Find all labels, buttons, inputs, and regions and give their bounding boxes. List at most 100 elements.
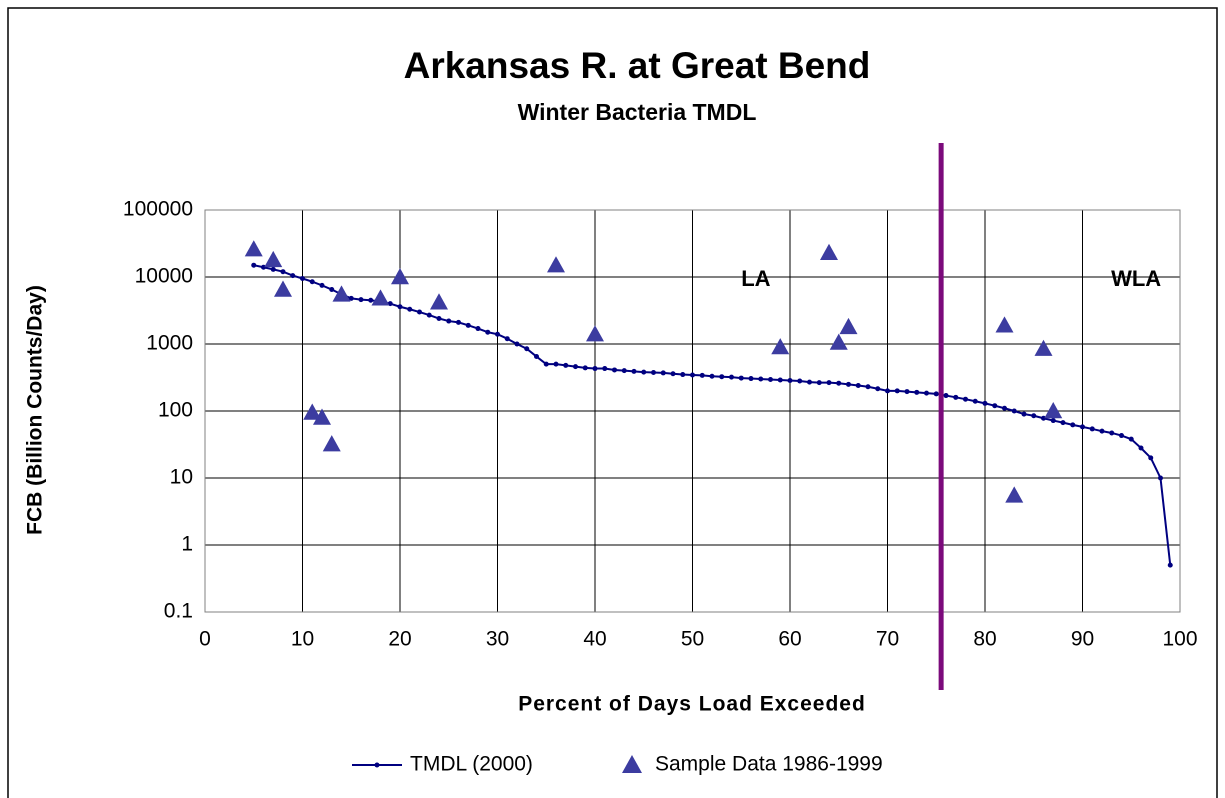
y-tick-label: 100 bbox=[158, 399, 193, 422]
sample-point bbox=[430, 293, 448, 310]
tmdl-point bbox=[534, 354, 539, 360]
tmdl-point bbox=[1148, 455, 1154, 461]
legend-label: Sample Data 1986-1999 bbox=[655, 753, 883, 776]
tmdl-point bbox=[251, 262, 257, 268]
tmdl-point bbox=[660, 370, 666, 376]
tmdl-point bbox=[1002, 405, 1007, 411]
plot-border bbox=[204, 209, 1181, 613]
tmdl-point bbox=[348, 295, 354, 301]
tmdl-point bbox=[309, 279, 315, 285]
sample-point bbox=[332, 285, 351, 302]
sample-point bbox=[264, 250, 283, 268]
tmdl-point bbox=[524, 346, 530, 352]
tmdl-point bbox=[836, 380, 842, 386]
tmdl-point bbox=[768, 377, 773, 383]
chart-title: Arkansas R. at Great Bend bbox=[404, 45, 871, 86]
sample-point bbox=[1034, 339, 1053, 356]
tmdl-point bbox=[953, 394, 959, 400]
x-tick-label: 10 bbox=[291, 628, 314, 651]
tmdl-point bbox=[1060, 420, 1066, 426]
tmdl-point bbox=[719, 374, 725, 380]
sample-point bbox=[771, 338, 790, 355]
y-tick-label: 1 bbox=[181, 533, 193, 556]
sample-point bbox=[1005, 486, 1024, 503]
tmdl-point bbox=[1158, 475, 1163, 481]
sample-point bbox=[839, 317, 858, 335]
sample-point bbox=[829, 333, 848, 350]
sample-point bbox=[274, 280, 292, 297]
tmdl-point bbox=[621, 368, 627, 374]
tmdl-point bbox=[612, 367, 617, 373]
tmdl-point bbox=[777, 377, 783, 383]
tmdl-point bbox=[1119, 433, 1124, 439]
x-tick-label: 70 bbox=[876, 628, 899, 651]
tmdl-point bbox=[1099, 428, 1105, 434]
tmdl-point bbox=[885, 388, 890, 394]
sample-point bbox=[586, 325, 604, 342]
tmdl-point bbox=[914, 389, 920, 395]
sample-point bbox=[313, 408, 331, 425]
tmdl-point bbox=[758, 376, 764, 382]
tmdl-point bbox=[270, 266, 276, 272]
x-tick-label: 100 bbox=[1162, 628, 1197, 651]
tmdl-point bbox=[1089, 426, 1095, 432]
tmdl-point bbox=[407, 306, 413, 312]
x-axis-label: Percent of Days Load Exceeded bbox=[518, 693, 866, 716]
tmdl-point bbox=[1167, 562, 1173, 568]
tmdl-point bbox=[485, 329, 491, 335]
tmdl-point bbox=[543, 361, 549, 367]
tmdl-point bbox=[680, 372, 686, 378]
sample-point bbox=[820, 243, 838, 260]
tmdl-point bbox=[1031, 413, 1037, 419]
annotation: LA bbox=[741, 266, 770, 291]
tmdl-point bbox=[1021, 411, 1027, 417]
sample-point bbox=[322, 435, 341, 452]
y-tick-label: 10000 bbox=[135, 265, 193, 288]
tmdl-point bbox=[972, 398, 978, 404]
tmdl-point bbox=[651, 370, 656, 376]
tmdl-point bbox=[300, 275, 305, 281]
tmdl-point bbox=[553, 361, 559, 367]
tmdl-point bbox=[602, 366, 608, 372]
y-tick-label: 1000 bbox=[146, 332, 193, 355]
x-tick-label: 50 bbox=[681, 628, 704, 651]
y-tick-label: 10 bbox=[170, 466, 193, 489]
x-tick-label: 40 bbox=[583, 628, 606, 651]
legend-label: TMDL (2000) bbox=[410, 753, 533, 776]
y-tick-label: 0.1 bbox=[164, 600, 193, 623]
y-axis-label: FCB (Billion Counts/Day) bbox=[24, 285, 47, 535]
tmdl-point bbox=[475, 326, 481, 332]
tmdl-point bbox=[670, 371, 676, 377]
tmdl-point bbox=[563, 362, 569, 368]
tmdl-point bbox=[290, 273, 296, 279]
tmdl-point bbox=[807, 379, 812, 385]
x-tick-label: 0 bbox=[199, 628, 211, 651]
tmdl-point bbox=[875, 386, 881, 392]
tmdl-point bbox=[329, 287, 335, 293]
x-tick-label: 30 bbox=[486, 628, 509, 651]
tmdl-point bbox=[573, 364, 578, 370]
tmdl-point bbox=[963, 396, 968, 402]
tmdl-point bbox=[699, 372, 705, 378]
sample-point bbox=[391, 268, 409, 285]
tmdl-point bbox=[797, 378, 803, 384]
tmdl-point bbox=[319, 282, 325, 288]
tmdl-point bbox=[368, 297, 374, 303]
sample-point bbox=[371, 289, 390, 306]
tmdl-point bbox=[426, 312, 432, 318]
tmdl-point bbox=[1070, 422, 1076, 428]
tmdl-point bbox=[826, 380, 832, 386]
tmdl-point bbox=[1041, 415, 1046, 421]
tmdl-point bbox=[456, 319, 461, 325]
chart-subtitle: Winter Bacteria TMDL bbox=[518, 99, 757, 125]
tmdl-point bbox=[592, 366, 598, 372]
annotation: WLA bbox=[1111, 266, 1161, 291]
legend-marker bbox=[374, 762, 380, 768]
sample-point bbox=[995, 316, 1014, 333]
tmdl-point bbox=[417, 309, 422, 315]
tmdl-point bbox=[446, 318, 452, 324]
tmdl-point bbox=[982, 400, 988, 406]
tmdl-point bbox=[865, 384, 871, 390]
x-tick-label: 20 bbox=[388, 628, 411, 651]
